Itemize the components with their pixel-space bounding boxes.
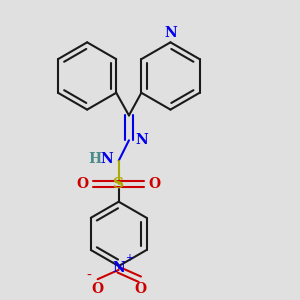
Text: N: N [101,152,113,166]
Text: N: N [164,26,177,40]
Text: O: O [91,282,103,296]
Text: +: + [124,254,133,263]
Text: H: H [88,152,101,166]
Text: S: S [113,177,124,191]
Text: -: - [86,269,91,283]
Text: N: N [135,133,148,147]
Text: O: O [148,177,161,191]
Text: O: O [134,282,146,296]
Text: N: N [112,260,125,274]
Text: O: O [77,177,89,191]
